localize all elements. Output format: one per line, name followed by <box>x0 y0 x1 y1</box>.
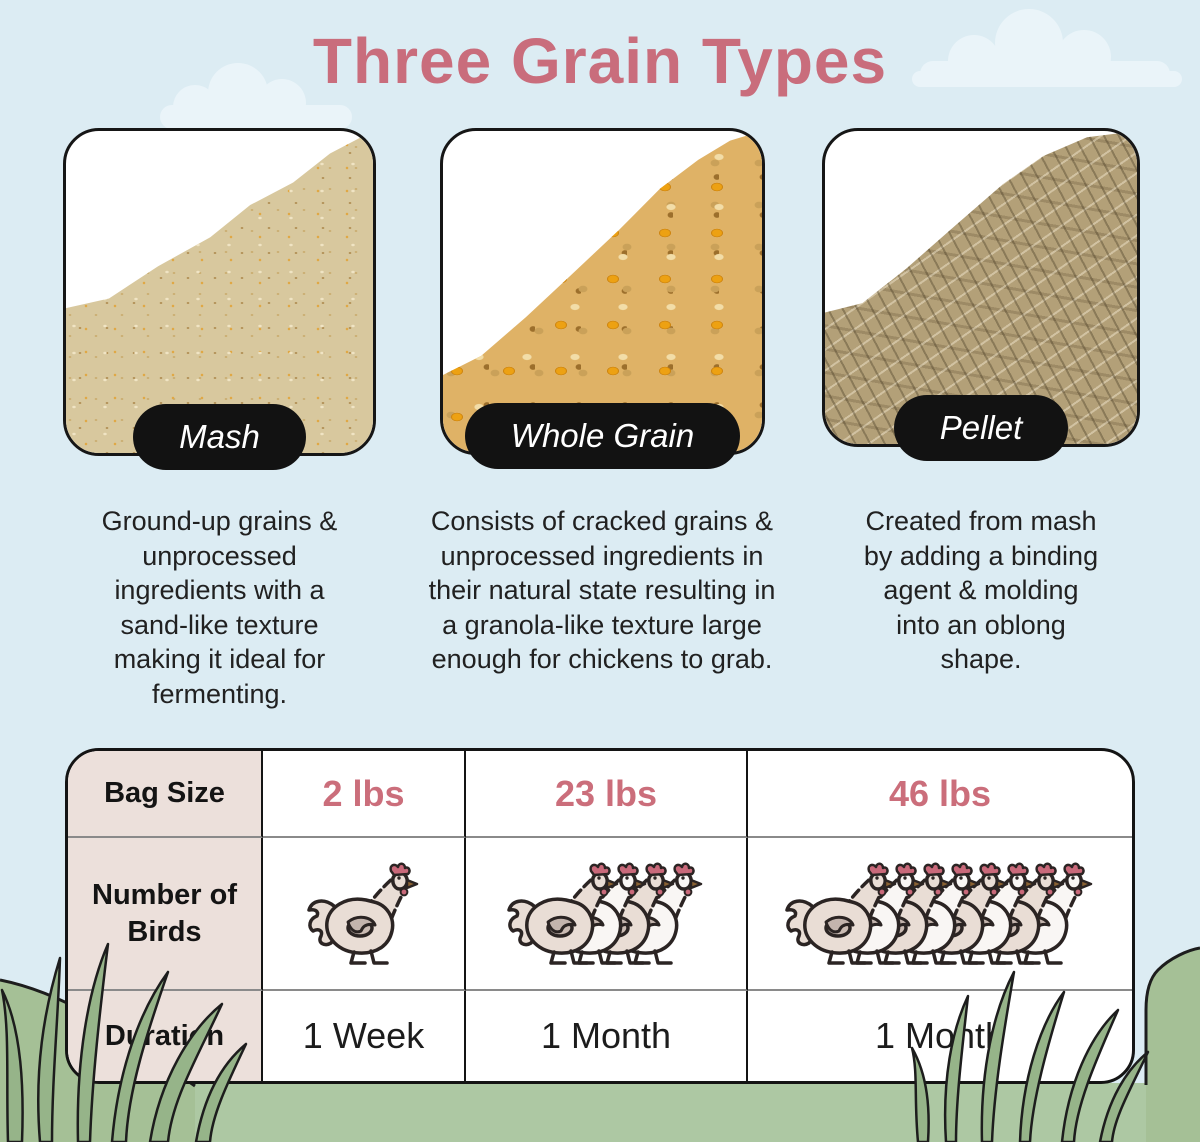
bird-count-cell <box>263 838 466 991</box>
grain-card-pellet: Pellet <box>822 128 1140 461</box>
duration-value: 1 Month <box>466 991 748 1081</box>
feed-comparison-table: Bag Size 2 lbs 23 lbs 46 lbs Number of B… <box>65 748 1135 1084</box>
grain-label-pill: Pellet <box>893 395 1069 461</box>
chicken-icon <box>782 862 902 966</box>
chicken-icon <box>504 862 624 966</box>
duration-value: 1 Month <box>874 1015 1006 1056</box>
pellet-description: Created from mash by adding a binding ag… <box>863 506 1099 674</box>
cloud-left <box>150 55 370 130</box>
whole-grain-description: Consists of cracked grains & unprocessed… <box>428 506 776 674</box>
row-header-number-of-birds: Number of Birds <box>68 838 263 991</box>
grain-card-whole-grain: Whole Grain <box>440 128 765 469</box>
mash-description: Ground-up grains & unprocessed ingredien… <box>101 506 338 709</box>
pellet-photo <box>822 128 1140 447</box>
bird-count-cell <box>748 838 1132 991</box>
mash-photo <box>63 128 376 456</box>
bag-size-value: 23 lbs <box>466 751 748 838</box>
grain-card-mash: Mash <box>63 128 376 470</box>
duration-value: 1 Week <box>263 991 466 1081</box>
page-title: Three Grain Types <box>312 25 888 97</box>
grain-label-pill: Whole Grain <box>464 403 741 469</box>
whole-grain-photo <box>440 128 765 455</box>
grain-label-pill: Mash <box>133 404 306 470</box>
chicken-icon <box>304 862 424 966</box>
row-header-duration: Duration <box>68 991 263 1081</box>
row-header-bag-size: Bag Size <box>68 751 263 838</box>
bag-size-value: 2 lbs <box>263 751 466 838</box>
cloud-right <box>912 5 1184 97</box>
bird-count-cell <box>466 838 748 991</box>
bag-size-value: 46 lbs <box>748 751 1132 838</box>
